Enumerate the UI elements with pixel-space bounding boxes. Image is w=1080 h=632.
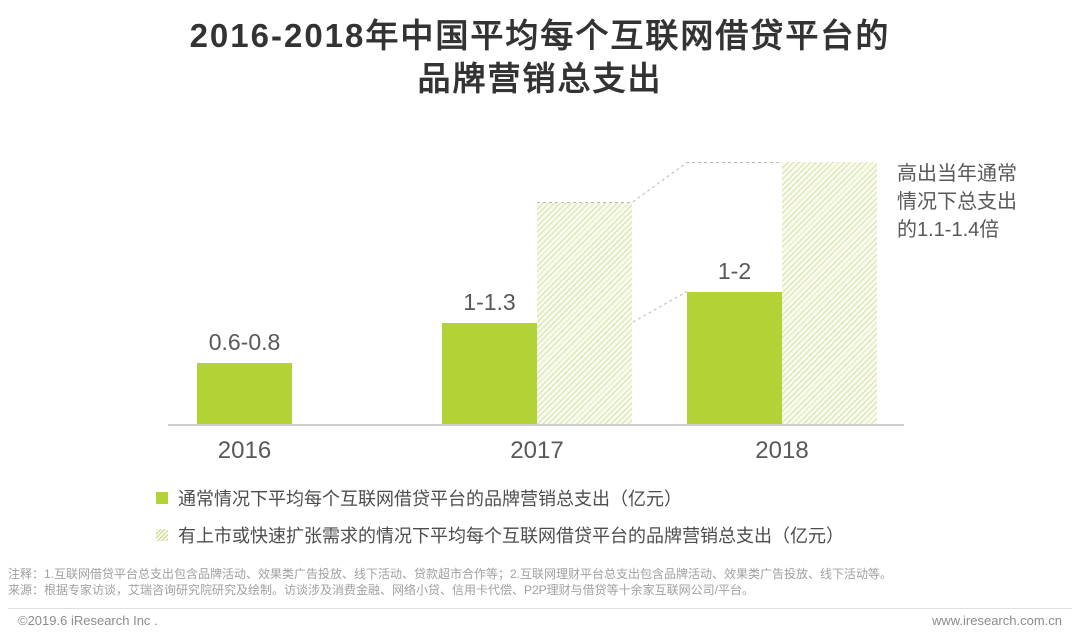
- chart-title-line2: 品牌营销总支出: [417, 60, 663, 97]
- footer-copyright: ©2019.6 iResearch Inc .: [18, 613, 158, 628]
- legend-solid-swatch-icon: [156, 492, 168, 504]
- x-axis-label-2018: 2018: [755, 437, 809, 464]
- value-label-2016: 0.6-0.8: [208, 328, 281, 355]
- bar-hatched-2017: [537, 202, 632, 425]
- bar-solid-2017: [442, 322, 537, 425]
- bar-solid-2016: [197, 362, 292, 425]
- footer-divider: [8, 608, 1072, 609]
- legend-item-expansion: 有上市或快速扩张需求的情况下平均每个互联网借贷平台的品牌营销总支出（亿元）: [156, 524, 844, 546]
- footnotes: 注释：1.互联网借贷平台总支出包含品牌活动、效果类广告投放、线下活动、贷款超市合…: [8, 566, 1072, 598]
- annotation-text: 高出当年通常 情况下总支出 的1.1-1.4倍: [897, 160, 1017, 244]
- annotation-line1: 高出当年通常: [897, 163, 1017, 185]
- legend-hatched-swatch-icon: [156, 529, 168, 541]
- footnote-note: 注释：1.互联网借贷平台总支出包含品牌活动、效果类广告投放、线下活动、贷款超市合…: [8, 567, 893, 581]
- chart-title: 2016-2018年中国平均每个互联网借贷平台的 品牌营销总支出: [0, 14, 1080, 100]
- x-axis-label-2016: 2016: [217, 437, 272, 464]
- x-axis-label-2017: 2017: [510, 437, 564, 464]
- bar-hatched-2018: [782, 162, 877, 425]
- footer-website: www.iresearch.com.cn: [931, 613, 1062, 628]
- value-label-2018: 1-2: [717, 257, 752, 284]
- annotation-line3: 的1.1-1.4倍: [897, 219, 1000, 241]
- chart-title-line1: 2016-2018年中国平均每个互联网借贷平台的: [189, 17, 891, 54]
- value-label-2017: 1-1.3: [463, 288, 516, 315]
- footnote-source: 来源：根据专家访谈，艾瑞咨询研究院研究及绘制。访谈涉及消费金融、网络小贷、信用卡…: [8, 583, 755, 597]
- bar-solid-2018: [687, 291, 782, 425]
- legend: 通常情况下平均每个互联网借贷平台的品牌营销总支出（亿元） 有上市或快速扩张需求的…: [156, 487, 844, 561]
- legend-item-usual: 通常情况下平均每个互联网借贷平台的品牌营销总支出（亿元）: [156, 487, 844, 509]
- annotation-line2: 情况下总支出: [897, 191, 1017, 213]
- legend-label-expansion: 有上市或快速扩张需求的情况下平均每个互联网借贷平台的品牌营销总支出（亿元）: [178, 526, 844, 546]
- x-axis-line: [168, 424, 904, 426]
- legend-label-usual: 通常情况下平均每个互联网借贷平台的品牌营销总支出（亿元）: [178, 489, 682, 509]
